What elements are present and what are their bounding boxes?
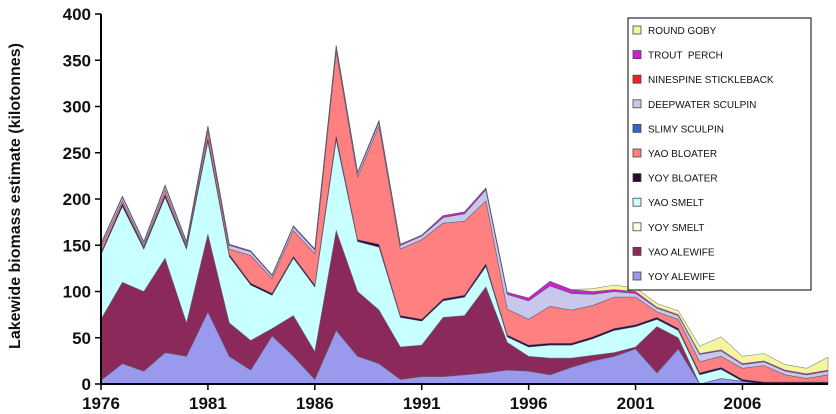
x-tick-label: 1981 (189, 394, 227, 413)
y-tick-label: 50 (72, 329, 91, 348)
legend-item-yoy-bloater: YOY BLOATER (632, 173, 718, 185)
legend-swatch (632, 173, 642, 183)
legend-label: YOY SMELT (648, 223, 704, 234)
y-axis-title: Lakewide biomass estimate (kilotonnes) (7, 43, 24, 349)
x-tick-label: 1986 (296, 394, 334, 413)
y-tick-label: 250 (63, 144, 91, 163)
x-tick-label: 2006 (724, 394, 762, 413)
x-tick-label: 1996 (510, 394, 548, 413)
legend-label: YAO ALEWIFE (648, 247, 715, 258)
legend-swatch (632, 50, 642, 59)
legend-swatch (632, 222, 642, 232)
legend-item-deepwater-sculpin: DEEPWATER SCULPIN (632, 99, 756, 111)
x-tick-label: 1991 (403, 394, 441, 413)
y-tick-label: 300 (63, 98, 91, 117)
legend-item-yoy-alewife: YOY ALEWIFE (632, 271, 715, 283)
legend-box (627, 17, 812, 291)
legend-swatch (632, 74, 642, 84)
legend-label: SLIMY SCULPIN (648, 124, 724, 135)
legend-swatch (632, 99, 642, 109)
legend-swatch (632, 25, 642, 35)
legend-label: ROUND GOBY (648, 26, 717, 37)
legend-item-round-goby: ROUND GOBY (632, 25, 717, 37)
legend-swatch (632, 148, 642, 158)
legend-label: YAO BLOATER (648, 149, 717, 160)
y-tick-label: 200 (63, 190, 91, 209)
legend-swatch (632, 124, 642, 133)
x-tick-label: 2001 (617, 394, 655, 413)
legend-item-yao-alewife: YAO ALEWIFE (632, 246, 715, 258)
legend-item-ninespine-stickleback: NINESPINE STICKLEBACK (632, 74, 774, 86)
legend-item-yoy-smelt: YOY SMELT (632, 222, 704, 234)
area-round-goby (100, 45, 829, 375)
y-tick-label: 400 (63, 5, 91, 24)
legend-item-slimy-sculpin: SLIMY SCULPIN (632, 124, 724, 135)
legend: ROUND GOBY TROUT PERCH NINESPINE STICKLEBA… (627, 17, 812, 291)
axes: 0 50 100 150 200 250 300 350 400 1976 1981 1986 1991… (63, 5, 828, 413)
x-tick-label: 1976 (82, 394, 120, 413)
legend-item-yao-bloater: YAO BLOATER (632, 148, 717, 160)
plot-area (100, 45, 829, 385)
legend-label: YOY BLOATER (648, 174, 718, 185)
legend-label: YOY ALEWIFE (648, 272, 715, 283)
y-tick-label: 0 (82, 375, 91, 394)
legend-swatch (632, 197, 642, 207)
legend-label: YAO SMELT (648, 198, 704, 209)
legend-label: TROUT PERCH (648, 51, 723, 62)
legend-item-yao-smelt: YAO SMELT (632, 197, 704, 209)
y-tick-label: 350 (63, 51, 91, 70)
legend-item-trout-perch: TROUT PERCH (632, 50, 723, 62)
y-tick-label: 100 (63, 283, 91, 302)
y-tick-label: 150 (63, 236, 91, 255)
legend-label: NINESPINE STICKLEBACK (648, 75, 774, 86)
legend-label: DEEPWATER SCULPIN (648, 100, 756, 111)
legend-swatch (632, 271, 642, 281)
legend-swatch (632, 246, 642, 256)
